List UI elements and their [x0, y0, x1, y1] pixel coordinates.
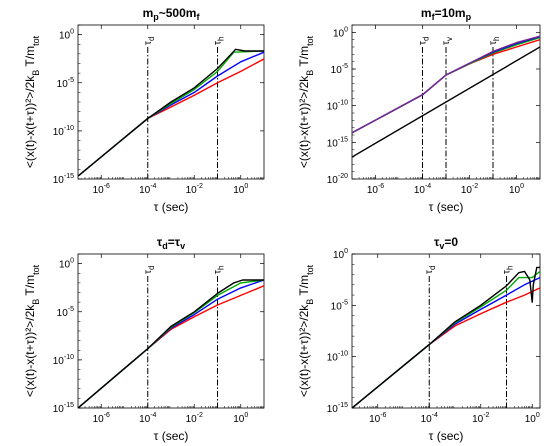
- x-tick-label: 10-2: [472, 412, 489, 425]
- y-tick-label: 10-15: [327, 402, 348, 415]
- series-line-4: [78, 48, 264, 177]
- y-tick-label: 10-20: [327, 173, 348, 186]
- y-tick-label: 10-5: [331, 63, 348, 76]
- x-tick-label: 10-6: [93, 412, 110, 425]
- series-line-4: [78, 279, 264, 408]
- y-tick-label: 10-5: [57, 77, 74, 90]
- series-line-2: [78, 279, 264, 408]
- x-axis-label: τ (sec): [429, 429, 464, 443]
- vertical-marker-label: τh: [213, 266, 226, 274]
- x-tick-label: 10-2: [186, 183, 203, 196]
- y-tick-label: 10-5: [57, 306, 74, 319]
- x-tick-label: 100: [525, 412, 540, 425]
- y-tick-label: 10-10: [53, 125, 74, 138]
- x-tick-label: 100: [233, 412, 248, 425]
- minor-ticks: [359, 406, 541, 408]
- x-tick-label: 10-2: [186, 412, 203, 425]
- x-axis-label: τ (sec): [154, 200, 189, 214]
- series-group: [78, 48, 264, 177]
- x-tick-label: 10-6: [367, 183, 384, 196]
- y-tick-label: 100: [333, 26, 348, 39]
- y-tick-label: 10-10: [53, 354, 74, 367]
- x-tick-label: 10-6: [369, 412, 386, 425]
- minor-ticks: [84, 177, 264, 179]
- y-axis-label: <(x(t)-x(t+τ))²>/2kB T/mtot: [297, 264, 315, 397]
- chart-panel-2: 10-6 10-4 10-2 100 10-20 10-15 10-10 10-5 100 τd τ…: [297, 6, 541, 214]
- minor-ticks: [358, 177, 540, 179]
- series-line-1: [352, 46, 540, 158]
- x-tick-label: 100: [233, 183, 248, 196]
- series-line-4: [352, 266, 540, 408]
- vertical-marker-label: τh: [501, 266, 514, 274]
- series-line-3: [78, 50, 264, 177]
- vertical-marker-label: τd: [418, 37, 431, 45]
- panel-title: τv=0: [434, 235, 458, 251]
- y-tick-label: 100: [59, 258, 74, 271]
- y-tick-label: 10-15: [327, 136, 348, 149]
- x-tick-label: 10-4: [139, 183, 156, 196]
- x-tick-label: 10-4: [139, 412, 156, 425]
- x-tick-label: 10-4: [414, 183, 431, 196]
- y-axis-label: <(x(t)-x(t+τ))²>/2kB T/mtot: [23, 35, 41, 168]
- x-axis-label: τ (sec): [429, 200, 464, 214]
- series-line-2: [78, 51, 264, 177]
- y-tick-label: 100: [333, 248, 348, 261]
- vertical-marker-label: τh: [488, 37, 501, 45]
- series-line-1: [352, 287, 540, 408]
- series-group: [352, 266, 540, 408]
- x-tick-label: 10-2: [461, 183, 478, 196]
- x-tick-label: 10-6: [93, 183, 110, 196]
- vertical-marker-label: τd: [143, 266, 156, 274]
- series-line-2: [352, 276, 540, 408]
- vertical-marker-label: τd: [424, 266, 437, 274]
- plot-frame: [351, 253, 541, 409]
- panel-title: mp~500mf: [143, 6, 201, 22]
- series-group: [78, 279, 264, 408]
- y-tick-label: 10-5: [331, 299, 348, 312]
- x-tick-label: 10-4: [421, 412, 438, 425]
- series-line-5: [352, 35, 540, 134]
- y-axis-label: <(x(t)-x(t+τ))²>/2kB T/mtot: [297, 35, 315, 168]
- series-line-1: [78, 285, 264, 408]
- series-line-1: [78, 58, 264, 177]
- y-axis-label: <(x(t)-x(t+τ))²>/2kB T/mtot: [23, 264, 41, 397]
- x-tick-label: 100: [509, 183, 524, 196]
- series-line-3: [78, 279, 264, 408]
- vertical-marker-label: τv: [441, 37, 454, 45]
- y-tick-label: 10-10: [327, 100, 348, 113]
- chart-panel-1: 10-6 10-4 10-2 100 10-15 10-10 10-5 100 τd τh mp~5…: [23, 6, 265, 214]
- y-tick-label: 10-10: [327, 351, 348, 364]
- vertical-marker-label: τd: [143, 37, 156, 45]
- vertical-marker-label: τh: [213, 37, 226, 45]
- chart-panel-4: 10-6 10-4 10-2 100 10-15 10-10 10-5 100 τd τh τv=0…: [297, 235, 541, 443]
- panel-title: τd=τv: [157, 235, 185, 251]
- y-tick-label: 10-15: [53, 173, 74, 186]
- y-tick-label: 100: [59, 29, 74, 42]
- x-axis-label: τ (sec): [154, 429, 189, 443]
- y-tick-label: 10-15: [53, 402, 74, 415]
- chart-panel-3: 10-6 10-4 10-2 100 10-15 10-10 10-5 100 τd τh τd=τ…: [23, 235, 265, 443]
- series-group: [352, 35, 540, 158]
- panel-title: mf=10mp: [421, 6, 472, 22]
